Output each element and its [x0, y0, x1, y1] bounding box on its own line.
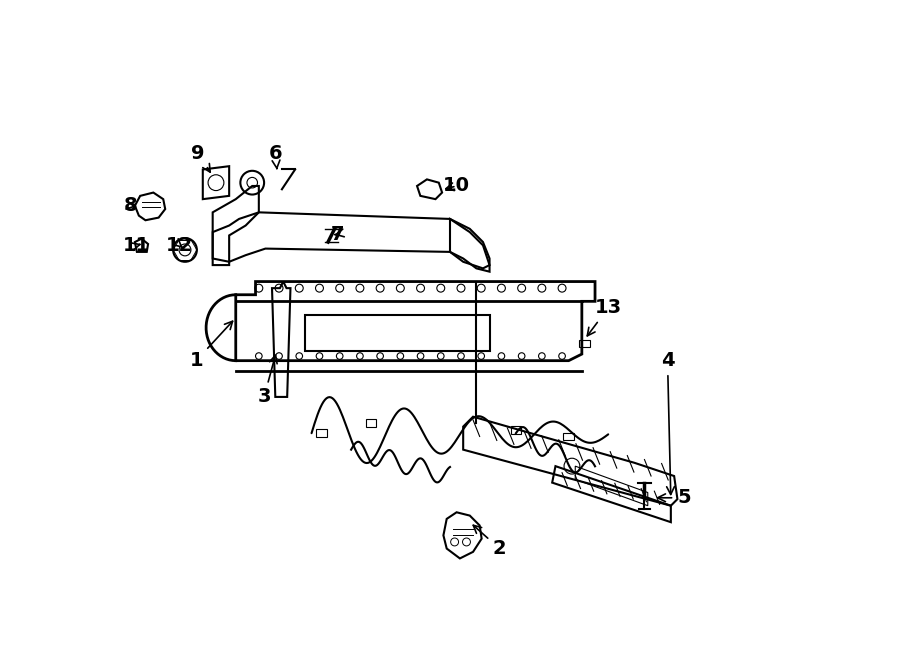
Text: 4: 4 [661, 351, 674, 495]
Text: 9: 9 [192, 144, 211, 172]
Text: 3: 3 [257, 355, 277, 406]
Text: 7: 7 [331, 224, 345, 244]
Bar [365, 419, 376, 427]
Text: 8: 8 [123, 196, 137, 215]
Text: 1: 1 [189, 321, 232, 370]
Text: 6: 6 [268, 144, 282, 169]
Bar [579, 340, 590, 348]
Text: 5: 5 [658, 489, 691, 507]
Bar [563, 432, 574, 440]
Bar [316, 429, 327, 437]
Bar [510, 426, 521, 434]
Text: 12: 12 [166, 236, 194, 255]
Text: 10: 10 [443, 177, 470, 195]
Text: 13: 13 [588, 299, 622, 336]
Text: 2: 2 [473, 525, 507, 558]
Text: 11: 11 [123, 236, 150, 255]
Bar [305, 314, 490, 351]
